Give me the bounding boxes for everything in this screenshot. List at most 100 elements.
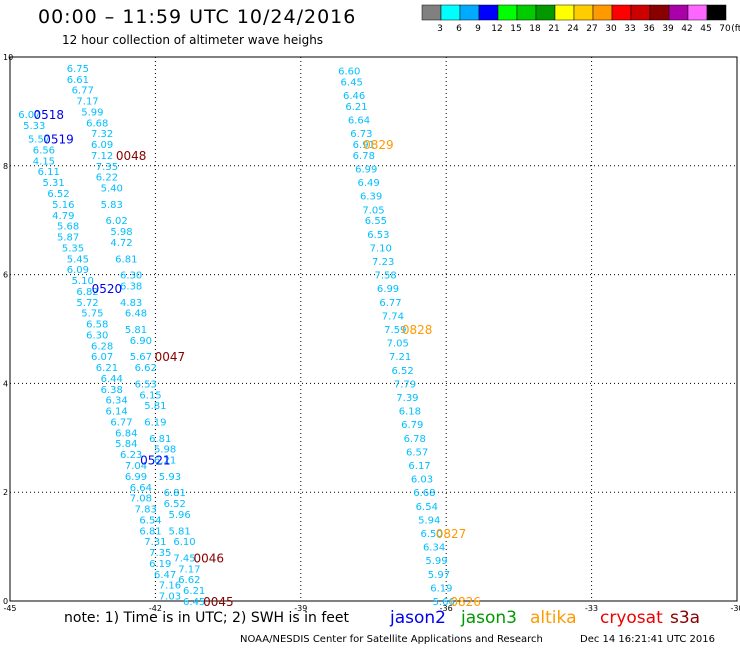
colorbar-swatch: [573, 4, 594, 21]
wave-height-value: 6.55: [365, 216, 387, 227]
wave-height-value: 6.50: [421, 529, 443, 540]
y-tick-label: 2: [3, 488, 8, 497]
axis-ticks: -45 -42 -39 -36 -33 -30 0 2 4 6 8 10: [3, 53, 740, 613]
wave-height-value: 7.58: [374, 271, 396, 282]
colorbar-label: 6: [456, 24, 462, 34]
wave-height-value: 6.45: [341, 77, 363, 88]
legend-jason2: jason2: [390, 608, 446, 628]
pass-time-label: 0048: [116, 149, 147, 163]
wave-height-value: 6.52: [47, 189, 69, 200]
wave-height-value: 6.68: [86, 118, 108, 129]
legend-s3a: s3a: [670, 608, 701, 628]
y-tick-label: 10: [3, 53, 13, 62]
colorbar-label: 9: [475, 24, 481, 34]
colorbar-label: 18: [529, 24, 541, 34]
wave-height-value: 6.30: [86, 330, 108, 341]
wave-height-value: 7.04: [125, 461, 147, 472]
pass-time-label: 0519: [43, 133, 74, 147]
wave-height-value: 6.81: [139, 526, 161, 537]
pass-time-label: 0045: [203, 595, 234, 609]
wave-height-value: 6.77: [72, 86, 94, 97]
wave-height-value: 6.62: [178, 575, 200, 586]
footer-note: note: 1) Time is in UTC; 2) SWH is in fe…: [64, 610, 350, 626]
wave-height-value: 6.21: [154, 456, 176, 467]
wave-height-value: 5.33: [23, 121, 45, 132]
page-title: 00:00 – 11:59 UTC 10/24/2016: [38, 6, 357, 28]
x-tick-label: -42: [149, 604, 162, 613]
wave-height-value: 6.46: [343, 91, 365, 102]
wave-height-value: 7.16: [159, 581, 181, 592]
pass-time-label: 0046: [193, 551, 224, 565]
grid-lines: [10, 57, 737, 601]
wave-height-value: 7.10: [370, 243, 392, 254]
wave-height-value: 4.15: [33, 156, 55, 167]
wave-height-value: 7.31: [144, 537, 166, 548]
wave-height-value: 6.03: [411, 475, 433, 486]
wave-height-value: 6.61: [67, 75, 89, 86]
wave-height-value: 7.35: [149, 548, 171, 559]
wave-height-value: 6.78: [404, 434, 426, 445]
wave-height-value: 6.21: [345, 102, 367, 113]
wave-height-value: 7.03: [159, 592, 181, 603]
wave-height-value: 5.98: [110, 227, 132, 238]
wave-height-value: 6.14: [105, 407, 127, 418]
plot-frame: [9, 56, 738, 602]
legend-jason3: jason3: [461, 608, 517, 628]
wave-height-value: 6.19: [144, 417, 166, 428]
wave-height-value: 6.30: [120, 271, 142, 282]
wave-height-value: 6.91: [353, 140, 375, 151]
wave-height-value: 5.99: [425, 556, 447, 567]
wave-height-value: 6.57: [406, 447, 428, 458]
timestamp: Dec 14 16:21:41 UTC 2016: [580, 634, 715, 645]
colorbar-swatch: [630, 4, 651, 21]
wave-height-value: 4.72: [110, 238, 132, 249]
x-tick-label: -36: [440, 604, 453, 613]
wave-height-value: 6.90: [130, 336, 152, 347]
wave-height-value: 7.39: [396, 393, 418, 404]
wave-height-value: 6.34: [105, 396, 127, 407]
pass-time-label: 0521: [140, 454, 171, 468]
pass-time-label: 0518: [33, 108, 64, 122]
wave-height-value: 5.67: [130, 352, 152, 363]
wave-height-value: 7.17: [76, 97, 98, 108]
wave-height-value: 6.78: [353, 151, 375, 162]
wave-height-value: 6.54: [139, 515, 161, 526]
wave-height-value: 6.48: [125, 309, 147, 320]
wave-height-value: 6.56: [33, 145, 55, 156]
wave-height-value: 6.84: [115, 428, 137, 439]
legend-altika: altika: [530, 608, 577, 628]
y-tick-label: 8: [3, 162, 8, 171]
colorbar-swatch: [421, 4, 442, 21]
wave-height-value: 7.17: [178, 564, 200, 575]
colorbar-label: 45: [700, 24, 711, 34]
wave-height-value: 6.21: [96, 363, 118, 374]
colorbar-swatch: [687, 4, 708, 21]
data-points: 6.756.616.777.175.996.687.326.097.127.35…: [18, 64, 455, 608]
colorbar-swatch: [459, 4, 480, 21]
pass-time-label: 0520: [92, 282, 123, 296]
wave-height-value: 6.81: [149, 434, 171, 445]
wave-height-value: 7.21: [389, 352, 411, 363]
wave-height-value: 6.99: [125, 472, 147, 483]
colorbar-label: 70: [719, 24, 731, 34]
wave-height-value: 5.75: [81, 309, 103, 320]
wave-height-value: 6.21: [183, 586, 205, 597]
wave-height-value: 7.59: [384, 325, 406, 336]
colorbar-label: 24: [567, 24, 579, 34]
wave-height-value: 4.83: [120, 298, 142, 309]
wave-height-value: 6.07: [91, 352, 113, 363]
wave-height-value: 6.17: [408, 461, 430, 472]
colorbar-swatch: [706, 4, 727, 21]
wave-height-value: 7.45: [173, 553, 195, 564]
wave-height-value: 6.53: [367, 230, 389, 241]
time-labels: 0518 0519 0520 0521 0048 0047 0046 0045 0829 0828…: [33, 108, 480, 609]
wave-height-value: 6.77: [110, 417, 132, 428]
pass-time-label: 0826: [450, 595, 481, 609]
colorbar-swatch: [497, 4, 518, 21]
wave-height-value: 7.35: [96, 162, 118, 173]
wave-height-value: 6.34: [423, 543, 445, 554]
wave-height-value: 6.38: [120, 281, 142, 292]
wave-height-value: 5.93: [159, 472, 181, 483]
wave-height-value: 5.96: [169, 510, 191, 521]
colorbar-label: 33: [624, 24, 635, 34]
